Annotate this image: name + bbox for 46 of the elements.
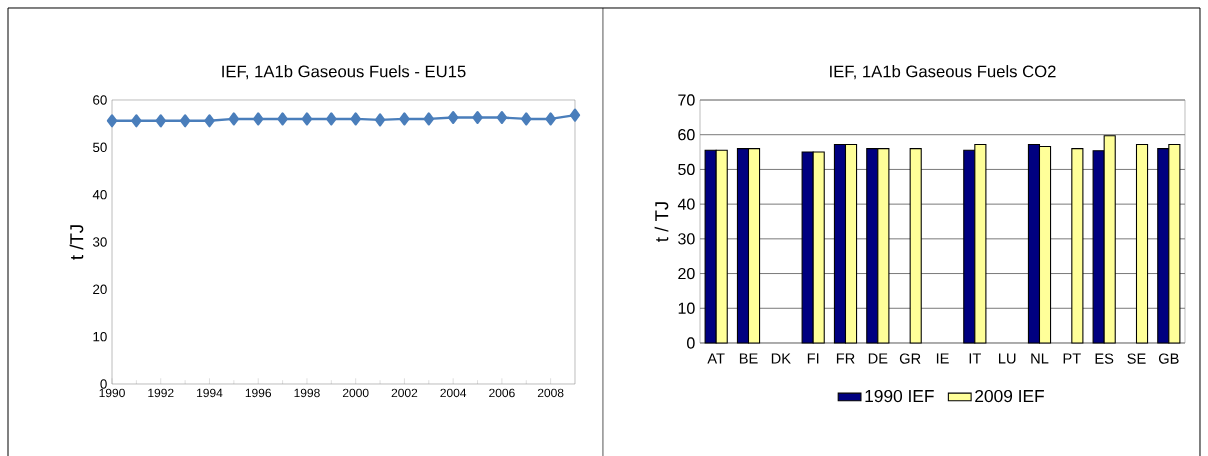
legend-label: 1990 IEF	[865, 389, 934, 403]
x-tick-label: 1994	[197, 388, 223, 398]
y-tick-label: 40	[92, 189, 107, 200]
x-tick-label: ES	[1095, 353, 1114, 364]
y-tick-label: 50	[678, 163, 695, 176]
legend-label: 2009 IEF	[975, 389, 1044, 403]
x-tick-label: IT	[969, 353, 982, 364]
x-tick-label: 2002	[391, 388, 418, 398]
x-tick-label: BE	[739, 353, 758, 364]
x-tick-label: 1992	[148, 388, 174, 398]
y-tick-label: 0	[687, 337, 695, 349]
y-tick-label: 60	[678, 129, 695, 141]
y-axis-title: t /TJ	[69, 225, 84, 260]
x-tick-label: LU	[999, 353, 1016, 364]
y-tick-label: 10	[678, 302, 695, 314]
y-tick-label: 50	[93, 142, 107, 153]
y-axis-title: t / TJ	[654, 202, 669, 242]
y-tick-label: 20	[678, 267, 695, 280]
y-tick-label: 20	[93, 284, 107, 295]
y-tick-label: 60	[93, 95, 107, 105]
x-tick-label: AT	[707, 353, 725, 364]
x-tick-label: 2006	[489, 388, 515, 398]
x-tick-label: 2008	[537, 388, 564, 398]
x-tick-label: PT	[1063, 353, 1081, 364]
x-tick-label: FR	[836, 353, 855, 364]
y-tick-label: 70	[678, 94, 695, 106]
y-tick-label: 30	[92, 237, 107, 247]
x-tick-label: 1998	[294, 388, 320, 398]
y-tick-label: 30	[678, 233, 695, 245]
x-tick-label: SE	[1127, 353, 1146, 364]
y-tick-label: 40	[677, 198, 695, 210]
x-tick-label: GB	[1158, 353, 1179, 364]
y-tick-label: 0	[100, 379, 107, 389]
x-tick-label: IE	[936, 353, 949, 364]
x-tick-label: 2004	[440, 388, 467, 398]
x-tick-label: 1990	[99, 388, 125, 398]
chart-title: IEF, 1A1b Gaseous Fuels CO2	[830, 65, 1056, 80]
x-tick-label: DK	[771, 353, 791, 364]
x-tick-label: 1996	[245, 388, 272, 398]
y-tick-label: 10	[93, 331, 107, 342]
x-tick-label: NL	[1031, 353, 1049, 364]
chart-title: IEF, 1A1b Gaseous Fuels - EU15	[222, 65, 466, 80]
x-tick-label: GR	[899, 353, 921, 364]
x-tick-label: 2000	[342, 388, 369, 398]
x-tick-label: FI	[807, 353, 819, 364]
x-tick-label: DE	[868, 353, 888, 364]
